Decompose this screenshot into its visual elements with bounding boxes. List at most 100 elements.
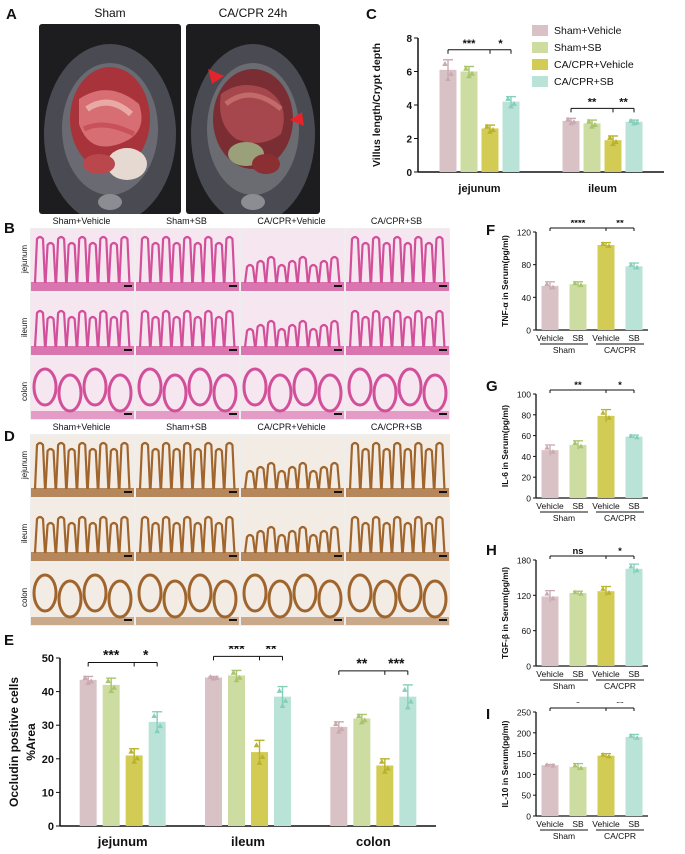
- villus: [202, 309, 215, 348]
- scale-bar: [124, 285, 132, 287]
- villus: [265, 525, 278, 554]
- data-point: [600, 410, 606, 415]
- data-point: [544, 590, 550, 596]
- bar: [79, 679, 97, 826]
- villus: [202, 235, 215, 284]
- tissue-base: [31, 488, 134, 497]
- villus: [118, 309, 131, 348]
- y-tick-label: 0: [526, 494, 531, 504]
- villus: [97, 441, 110, 490]
- photo-sham-drawing: [39, 24, 181, 214]
- scale-bar: [439, 619, 447, 621]
- villus: [391, 441, 404, 490]
- villus: [118, 235, 131, 284]
- villus: [275, 533, 288, 554]
- data-point: [151, 712, 157, 719]
- villus: [55, 441, 68, 490]
- data-point: [571, 119, 577, 125]
- villus: [44, 521, 57, 554]
- histology-drawing: [136, 293, 239, 355]
- histology-drawing: [241, 293, 344, 355]
- panel-label-g: G: [486, 378, 498, 395]
- data-point: [88, 678, 94, 684]
- crypt: [187, 367, 213, 407]
- villus: [380, 521, 393, 554]
- histology-drawing: [241, 229, 344, 291]
- data-point: [628, 733, 634, 738]
- group-label: CA/CPR: [604, 513, 636, 523]
- tissue-base: [31, 282, 134, 291]
- tissue-base: [31, 346, 134, 355]
- data-point: [578, 765, 584, 770]
- villus: [65, 241, 78, 284]
- significance-label: ***: [103, 646, 120, 662]
- category-label: Vehicle: [536, 819, 564, 829]
- villus: [33, 235, 47, 284]
- villus: [212, 447, 225, 490]
- photo-sham-title: Sham: [94, 6, 126, 20]
- tissue-base: [346, 617, 449, 625]
- scale-bar: [334, 349, 342, 351]
- panel-label-f: F: [486, 222, 496, 239]
- villus: [265, 255, 278, 284]
- y-tick-label: 50: [522, 791, 532, 801]
- y-tick-label: 4: [406, 101, 412, 112]
- villus: [44, 241, 57, 284]
- bar: [597, 245, 615, 330]
- villus: [149, 315, 162, 348]
- histology-image: [345, 356, 450, 420]
- data-point: [634, 434, 640, 440]
- histology-image: [135, 228, 240, 292]
- legend-swatch: [532, 25, 548, 36]
- villus: [44, 315, 57, 348]
- histology-image: [135, 498, 240, 562]
- villus: [422, 521, 435, 554]
- category-label: colon: [356, 834, 391, 849]
- y-tick-label: 20: [42, 754, 54, 766]
- y-tick-label: 0: [526, 326, 531, 336]
- significance-label: **: [588, 96, 597, 108]
- data-point: [578, 590, 584, 596]
- histology-drawing: [136, 563, 239, 625]
- y-tick-label: 80: [522, 260, 532, 270]
- data-point: [565, 116, 571, 122]
- photo-cacpr: [186, 24, 320, 214]
- villus: [254, 465, 267, 490]
- tissue-base: [136, 488, 239, 497]
- crypt: [292, 573, 318, 613]
- villus: [254, 529, 267, 554]
- villus: [307, 327, 320, 348]
- he-histology-grid: jejunum Sham+Vehicle Sham+SB CA/CPR+Vehicle…: [20, 216, 450, 424]
- villus: [223, 235, 236, 284]
- histology-image: [240, 356, 345, 420]
- y-axis-label: %Area: [24, 723, 38, 761]
- y-tick-label: 2: [406, 135, 412, 146]
- villus: [212, 315, 225, 348]
- histology-drawing: [346, 357, 449, 419]
- villus: [65, 447, 78, 490]
- histology-row-label: ileum: [20, 523, 29, 543]
- legend-label: CA/CPR+SB: [554, 76, 614, 88]
- villus: [138, 515, 152, 554]
- crypt: [82, 367, 108, 407]
- y-axis-label: Villus length/Crypt depth: [371, 43, 383, 167]
- scale-bar: [334, 285, 342, 287]
- data-point: [505, 95, 511, 101]
- villus: [433, 515, 446, 554]
- data-point: [634, 264, 640, 270]
- photo-cacpr-title: CA/CPR 24h: [218, 6, 288, 20]
- histology-drawing: [346, 435, 449, 497]
- histology-row-label: ileum: [20, 317, 29, 337]
- villus: [107, 241, 120, 284]
- tissue-base: [136, 282, 239, 291]
- villus: [44, 447, 57, 490]
- tissue-base: [346, 411, 449, 419]
- villus: [265, 319, 278, 348]
- villus: [97, 515, 110, 554]
- group-label: Sham: [553, 681, 575, 691]
- y-tick-label: 200: [517, 728, 531, 738]
- significance-label: *: [618, 546, 622, 557]
- bar: [541, 596, 559, 666]
- data-point: [606, 415, 612, 420]
- arrow-icon: [208, 69, 224, 84]
